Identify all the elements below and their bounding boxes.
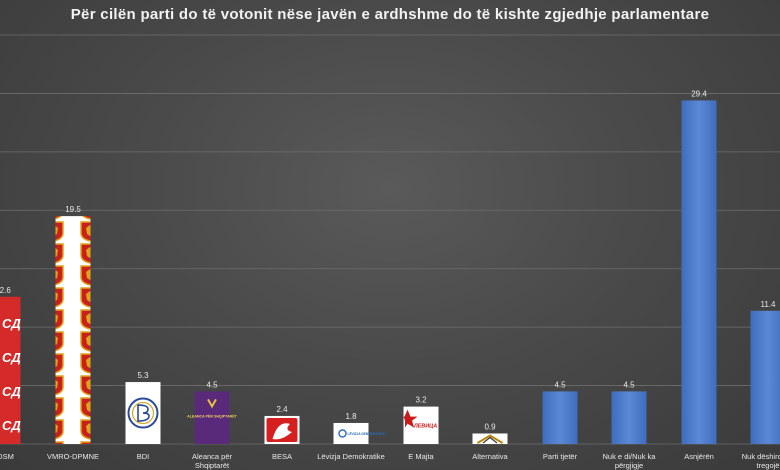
svg-text:LËVIZJA DEMOKRATIKE: LËVIZJA DEMOKRATIKE: [348, 432, 385, 436]
bar-4: ALEANCA PËR SHQIPTARËT: [187, 391, 238, 444]
value-label: 4.5: [623, 380, 635, 389]
bar-12: [750, 310, 780, 444]
besa-logo-icon: [272, 423, 292, 440]
ld-logo-icon: [338, 429, 347, 438]
category-label: Alternativa: [472, 452, 508, 461]
bar-2: [55, 216, 91, 444]
chart-title: Për cilën parti do të votonit nëse javën…: [71, 6, 709, 23]
bar-7: ЛЕВИЦА: [403, 406, 439, 444]
value-label: 12.6: [0, 286, 11, 295]
category-label: SDSM: [0, 452, 14, 461]
bar-3: [125, 382, 161, 444]
category-label: Parti tjetër: [543, 452, 578, 461]
value-label: 5.3: [137, 371, 149, 380]
bar-8: [472, 433, 508, 444]
value-label: 11.4: [761, 300, 777, 309]
svg-text:ЛЕВИЦА: ЛЕВИЦА: [413, 423, 437, 429]
bar-11: [681, 100, 717, 444]
value-label: 4.5: [554, 380, 566, 389]
value-label: 1.8: [345, 412, 357, 421]
value-label: 2.4: [276, 405, 288, 414]
value-label: 4.5: [206, 380, 218, 389]
category-label: BESA: [272, 452, 292, 461]
value-label: 3.2: [415, 396, 427, 405]
aleanca-logo-icon: [207, 398, 217, 409]
category-label: Lëvizja Demokratike: [317, 452, 385, 461]
bar-6: LËVIZJA DEMOKRATIKE: [333, 422, 385, 444]
bar-5: [264, 415, 300, 444]
bar-9: [542, 391, 578, 444]
category-label: BDI: [137, 452, 150, 461]
category-label: Aleanca për Shqiptarët: [192, 452, 233, 470]
category-label: Nuk e di/Nuk ka përgjigje: [603, 452, 657, 470]
svg-text:ALEANCA PËR SHQIPTARËT: ALEANCA PËR SHQIPTARËT: [187, 414, 238, 418]
value-label: 29.4: [691, 89, 707, 98]
value-label: 19.5: [65, 205, 81, 214]
emajta-star-icon: [403, 409, 418, 428]
category-label: E Majta: [408, 452, 434, 461]
bar-1: [0, 296, 21, 444]
category-label: VMRO-DPMNE: [47, 452, 99, 461]
bar-10: [611, 391, 647, 444]
alternativa-logo-icon: [476, 434, 504, 444]
category-label: Nuk dëshiron tëtregojë: [742, 452, 780, 470]
value-label: 0.9: [484, 422, 496, 431]
category-label: Asnjërën: [684, 452, 714, 461]
